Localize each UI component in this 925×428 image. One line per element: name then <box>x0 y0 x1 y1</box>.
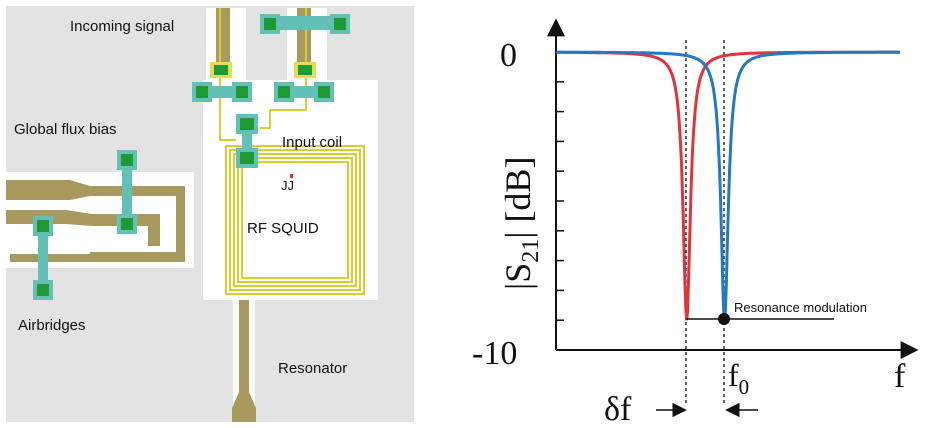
y-label-main: |S <box>498 263 538 290</box>
resonator-label: Resonator <box>278 360 347 377</box>
global-flux-bias-label: Global flux bias <box>14 121 117 138</box>
resonance-dot <box>718 313 730 325</box>
input-coil-label: Input coil <box>282 134 342 151</box>
rf-squid-coil <box>225 145 365 295</box>
rf-squid-label: RF SQUID <box>247 220 319 237</box>
y-tick-label-bottom: -10 <box>472 335 517 372</box>
y-label-sub: 21 <box>518 239 544 263</box>
y-label-tail: | [dB] <box>498 157 538 239</box>
svg-text:|S21| [dB]: |S21| [dB] <box>498 157 544 290</box>
unshifted-resonance-curve <box>556 50 900 321</box>
x-axis-label: f <box>894 358 906 395</box>
chip-layout: Incoming signal Global flux bias Input c… <box>6 6 414 422</box>
resonator-line <box>232 300 256 422</box>
f0-main: f <box>728 357 739 393</box>
airbridge-pads <box>33 14 350 300</box>
s21-plot: 0 -10 |S21| [dB] f Resonance modulation … <box>472 18 919 428</box>
y-tick-marks <box>556 51 564 351</box>
jj-junction <box>290 174 293 178</box>
y-tick-label-top: 0 <box>500 37 517 74</box>
f0-sub: 0 <box>739 375 750 399</box>
resonance-modulation-label: Resonance modulation <box>734 300 867 315</box>
f0-label: f0 <box>728 357 749 399</box>
delta-f-label: δf <box>604 391 632 428</box>
incoming-signal-label: Incoming signal <box>70 18 174 35</box>
jj-label: JJ <box>281 178 294 193</box>
airbridges-label: Airbridges <box>18 317 86 334</box>
y-axis-label: |S21| [dB] <box>498 157 544 290</box>
